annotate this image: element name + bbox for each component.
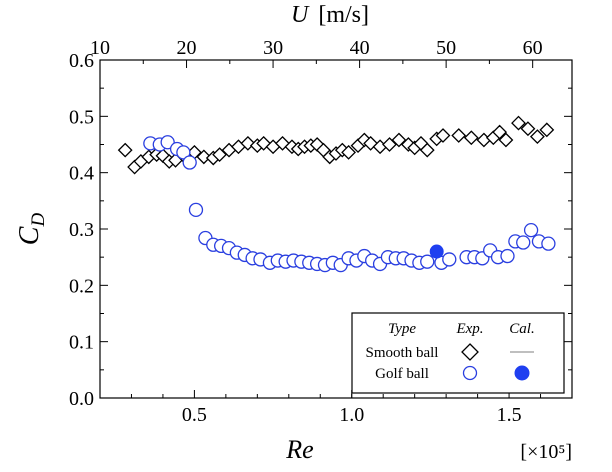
x-axis-label: Re xyxy=(285,435,313,464)
data-point-smooth-ball xyxy=(117,142,133,158)
data-point-golf-ball-calculated xyxy=(429,244,444,259)
y-tick-label: 0.1 xyxy=(69,332,94,354)
legend-label-smooth-ball: Smooth ball xyxy=(366,345,439,361)
data-point-smooth-ball xyxy=(529,129,545,145)
data-point-golf-ball xyxy=(541,236,556,251)
top-axis-label: U [m/s] xyxy=(291,2,369,28)
data-point-smooth-ball xyxy=(341,144,357,160)
x-tick-label: 1.5 xyxy=(497,404,522,426)
data-point-smooth-ball xyxy=(212,147,227,163)
legend-marker-golf-cal xyxy=(514,365,530,381)
legend-label-golf-ball: Golf ball xyxy=(375,366,429,382)
y-tick-label: 0.0 xyxy=(69,388,94,410)
data-point-smooth-ball xyxy=(539,122,555,138)
legend-header-cal: Cal. xyxy=(509,321,534,337)
data-point-smooth-ball xyxy=(196,149,212,165)
data-point-smooth-ball xyxy=(520,121,536,137)
data-point-golf-ball xyxy=(182,155,197,170)
y-tick-label: 0.2 xyxy=(69,275,94,297)
y-tick-label: 0.5 xyxy=(69,106,94,128)
data-point-golf-ball xyxy=(500,248,515,264)
y-tick-label: 0.3 xyxy=(69,219,94,241)
top-tick-label: 40 xyxy=(350,37,370,59)
data-point-golf-ball xyxy=(523,222,539,238)
top-tick-label: 20 xyxy=(177,37,197,59)
y-axis-label-sub: D xyxy=(28,213,49,228)
data-points-layer xyxy=(117,115,556,273)
data-point-golf-ball xyxy=(516,235,531,250)
x-tick-label: 0.5 xyxy=(182,404,207,426)
data-point-smooth-ball xyxy=(463,130,479,146)
data-point-smooth-ball xyxy=(419,142,435,158)
legend-header-type: Type xyxy=(388,321,416,337)
data-point-golf-ball xyxy=(420,254,435,269)
top-tick-label: 10 xyxy=(90,37,110,59)
top-tick-label: 60 xyxy=(523,37,543,59)
legend-marker-golf-exp xyxy=(462,365,478,381)
data-point-golf-ball xyxy=(442,252,457,267)
legend-box xyxy=(351,312,565,394)
tick-layer: 0.5 1.0 1.5 0.0 0.1 0.2 0.3 0.4 0.5 0.610 20 30 40 50… xyxy=(69,37,572,426)
y-axis-label-main: C xyxy=(14,226,45,245)
plot-frame xyxy=(99,59,573,399)
data-point-smooth-ball xyxy=(382,137,397,152)
top-tick-label: 50 xyxy=(436,37,456,59)
top-tick-label: 30 xyxy=(263,37,283,59)
top-axis-label-var: U xyxy=(291,2,310,28)
data-point-smooth-ball xyxy=(451,128,467,143)
x-tick-label: 1.0 xyxy=(339,404,364,426)
y-axis-label: CD xyxy=(14,213,49,246)
top-axis-label-unit: [m/s] xyxy=(318,2,369,28)
x-axis-multiplier: [×10⁵] xyxy=(520,441,572,463)
data-point-smooth-ball xyxy=(435,128,451,143)
legend-marker-smooth-exp xyxy=(461,343,479,361)
y-tick-label: 0.6 xyxy=(69,50,94,72)
data-point-golf-ball xyxy=(188,202,204,217)
data-point-smooth-ball xyxy=(391,132,407,148)
data-point-smooth-ball xyxy=(492,124,508,140)
y-tick-label: 0.4 xyxy=(69,163,94,185)
data-point-golf-ball xyxy=(176,145,191,160)
legend: Type Exp. Cal. Smooth ball Golf ball xyxy=(351,312,565,394)
legend-header-exp: Exp. xyxy=(455,321,483,337)
data-point-smooth-ball xyxy=(498,132,514,148)
data-point-smooth-ball xyxy=(511,115,526,131)
